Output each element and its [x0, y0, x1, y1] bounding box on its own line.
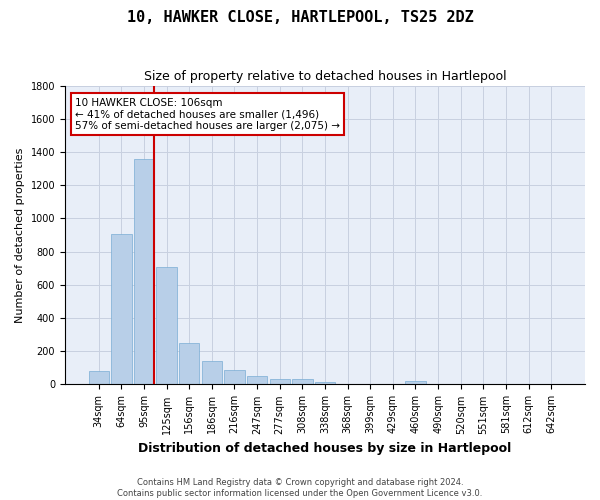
Y-axis label: Number of detached properties: Number of detached properties: [15, 148, 25, 322]
Bar: [89, 371, 109, 384]
Bar: [134, 158, 154, 384]
X-axis label: Distribution of detached houses by size in Hartlepool: Distribution of detached houses by size …: [139, 442, 512, 455]
Bar: [202, 361, 222, 384]
Bar: [269, 380, 290, 384]
Text: 10, HAWKER CLOSE, HARTLEPOOL, TS25 2DZ: 10, HAWKER CLOSE, HARTLEPOOL, TS25 2DZ: [127, 10, 473, 25]
Title: Size of property relative to detached houses in Hartlepool: Size of property relative to detached ho…: [143, 70, 506, 83]
Bar: [224, 370, 245, 384]
Bar: [179, 344, 199, 384]
Bar: [292, 380, 313, 384]
Bar: [315, 382, 335, 384]
Bar: [111, 234, 131, 384]
Bar: [405, 382, 425, 384]
Text: Contains HM Land Registry data © Crown copyright and database right 2024.
Contai: Contains HM Land Registry data © Crown c…: [118, 478, 482, 498]
Bar: [157, 266, 177, 384]
Text: 10 HAWKER CLOSE: 106sqm
← 41% of detached houses are smaller (1,496)
57% of semi: 10 HAWKER CLOSE: 106sqm ← 41% of detache…: [76, 98, 340, 130]
Bar: [247, 376, 267, 384]
